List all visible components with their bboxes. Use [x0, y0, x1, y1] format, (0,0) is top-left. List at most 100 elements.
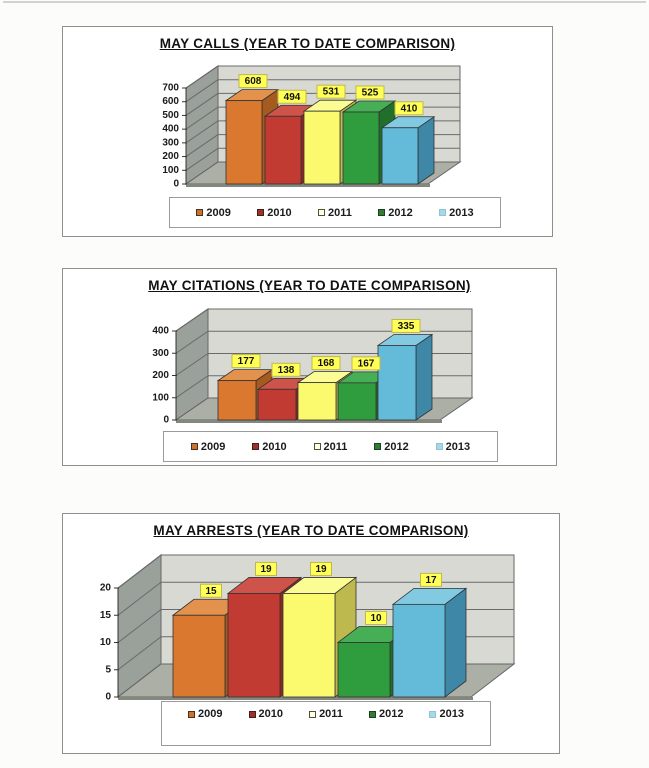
legend-swatch-2012	[368, 710, 376, 718]
y-tick-label: 700	[162, 83, 179, 94]
arrests-3d-plot: 0 5 10 15 20 15 19 19 10 17	[100, 553, 516, 703]
value-label-box	[351, 356, 381, 371]
value-label: 19	[260, 564, 272, 575]
value-label-box	[200, 583, 222, 598]
gridline-wall	[117, 581, 162, 616]
value-label: 531	[323, 87, 340, 98]
value-label-box	[355, 85, 385, 100]
value-label: 525	[362, 88, 379, 99]
legend-item-2010: 2010	[248, 708, 283, 720]
legend-item-2010: 2010	[257, 206, 292, 219]
bar-2009	[225, 100, 263, 185]
gridline-wall	[185, 65, 219, 89]
legend-swatch-2013	[439, 209, 447, 216]
legend-item-2009: 2009	[196, 206, 231, 219]
legend-item-2013: 2013	[439, 206, 474, 219]
gridline-wall	[175, 353, 209, 376]
legend-label-2009: 2009	[198, 708, 223, 720]
value-label: 10	[370, 613, 382, 624]
bar-2011	[297, 382, 337, 421]
value-label: 167	[358, 358, 375, 369]
legend-label-2010: 2010	[267, 206, 292, 219]
legend-swatch-2013	[435, 443, 443, 450]
value-label-box	[420, 572, 442, 587]
legend-swatch-2009	[190, 443, 198, 450]
legend-item-2012: 2012	[374, 441, 409, 453]
legend-label-2011: 2011	[319, 708, 343, 720]
gridline-wall	[175, 308, 209, 332]
gridline-wall	[175, 375, 209, 399]
gridline-wall	[185, 79, 219, 103]
value-label: 410	[401, 103, 418, 114]
y-tick-label: 0	[105, 692, 111, 703]
value-label: 15	[205, 586, 217, 597]
value-label: 177	[238, 356, 255, 367]
legend-label-2009: 2009	[206, 206, 231, 219]
legend-label-2010: 2010	[262, 440, 287, 453]
gridline-wall	[185, 93, 219, 116]
y-tick-label: 15	[100, 610, 112, 621]
legend-swatch-2009	[196, 209, 204, 216]
legend-swatch-2010	[257, 209, 265, 216]
value-label-box	[255, 561, 277, 576]
legend-item-2012: 2012	[378, 207, 413, 219]
floor-front-edge	[176, 420, 442, 423]
value-label-box	[271, 362, 301, 377]
value-label-box	[316, 84, 346, 99]
bar-2013	[392, 603, 446, 698]
bar-2010	[264, 115, 302, 185]
legend-item-2009: 2009	[188, 708, 223, 720]
value-label-box	[231, 354, 261, 369]
legend-label-2013: 2013	[439, 708, 464, 720]
legend-swatch-2009	[188, 710, 196, 718]
bar-2013-side	[415, 333, 433, 421]
value-label: 138	[278, 365, 295, 376]
y-tick-label: 5	[105, 664, 111, 675]
y-tick-label: 100	[162, 165, 179, 176]
legend-item-2010: 2010	[252, 440, 287, 453]
legend-item-2011: 2011	[318, 207, 352, 219]
value-label: 335	[398, 321, 415, 332]
gridline-wall	[185, 147, 219, 171]
value-label: 608	[245, 76, 262, 87]
legend-swatch-2012	[378, 209, 386, 216]
gridline-wall	[185, 120, 219, 144]
legend-label-2009: 2009	[200, 440, 226, 453]
legend-swatch-2010	[252, 443, 260, 450]
value-label-box	[365, 611, 387, 625]
y-tick-label: 0	[173, 179, 179, 190]
legend-swatch-2011	[309, 710, 317, 718]
y-tick-label: 100	[152, 392, 169, 403]
value-label-box	[238, 74, 268, 89]
bar-2010	[257, 388, 297, 421]
legend-item-2013: 2013	[429, 708, 464, 720]
bar-2012	[337, 382, 377, 421]
bar-2011	[282, 593, 336, 698]
calls-3d-plot: 0 100 200 300 400 500 600 700 608 494 531 525 410	[162, 65, 462, 190]
y-tick-label: 0	[163, 415, 169, 426]
legend-item-2012: 2012	[368, 708, 403, 720]
gridline-wall	[185, 134, 219, 157]
chart-panel-arrests: MAY ARRESTS (YEAR TO DATE COMPARISON) 0 5…	[62, 513, 560, 754]
gridline-wall	[117, 554, 162, 589]
legend-label-2013: 2013	[445, 440, 471, 453]
legend-item-2011: 2011	[309, 708, 343, 720]
y-tick-label: 400	[162, 124, 179, 135]
bar-2013	[377, 345, 417, 421]
legend-label-2011: 2011	[328, 206, 352, 219]
bar-2013-side	[444, 587, 467, 698]
arrests-legend: 2009 2010 2011 2012 2013	[161, 701, 491, 746]
scan-artifact-line	[3, 1, 646, 3]
legend-swatch-2010	[248, 710, 256, 718]
value-label-box	[277, 89, 307, 104]
value-label: 168	[318, 358, 335, 369]
gridline-wall	[117, 636, 162, 671]
chart-panel-citations: MAY CITATIONS (YEAR TO DATE COMPARISON) …	[62, 268, 557, 466]
value-label: 17	[425, 575, 437, 586]
legend-label-2013: 2013	[449, 206, 474, 219]
chart-title-arrests: MAY ARRESTS (YEAR TO DATE COMPARISON)	[153, 523, 469, 538]
bar-2010	[227, 593, 281, 698]
gridline-wall	[175, 330, 209, 354]
floor-front-edge	[186, 184, 430, 187]
legend-label-2011: 2011	[323, 440, 348, 453]
